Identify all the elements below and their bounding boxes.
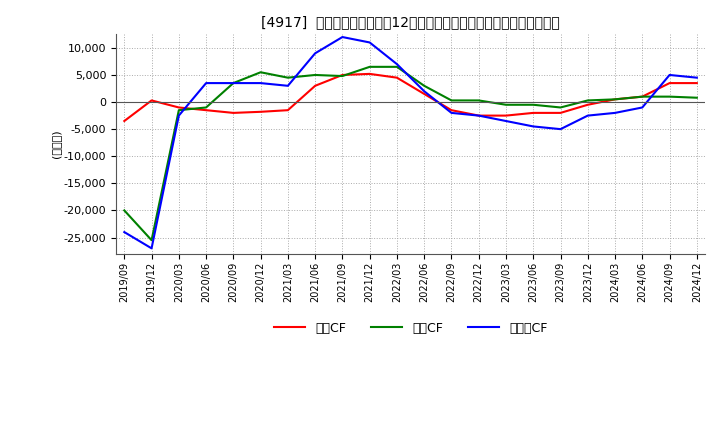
フリーCF (583, 113, 592, 118)
投賃CF (392, 64, 401, 70)
投賃CF (529, 102, 538, 107)
投賃CF (447, 98, 456, 103)
営業CF (284, 107, 292, 113)
フリーCF (174, 113, 183, 118)
投賃CF (174, 107, 183, 113)
営業CF (556, 110, 564, 116)
営業CF (338, 72, 347, 77)
Y-axis label: (百万円): (百万円) (51, 130, 61, 158)
投賃CF (338, 73, 347, 79)
営業CF (583, 102, 592, 107)
フリーCF (284, 83, 292, 88)
投賃CF (556, 105, 564, 110)
投賃CF (693, 95, 701, 100)
フリーCF (365, 40, 374, 45)
営業CF (420, 91, 428, 96)
投賃CF (284, 75, 292, 81)
フリーCF (556, 127, 564, 132)
営業CF (474, 113, 483, 118)
営業CF (665, 81, 674, 86)
投賃CF (474, 98, 483, 103)
フリーCF (529, 124, 538, 129)
投賃CF (120, 208, 129, 213)
フリーCF (665, 72, 674, 77)
フリーCF (502, 118, 510, 124)
営業CF (392, 75, 401, 81)
投賃CF (365, 64, 374, 70)
フリーCF (202, 81, 210, 86)
投賃CF (202, 105, 210, 110)
投賃CF (420, 83, 428, 88)
Line: 投賃CF: 投賃CF (125, 67, 697, 240)
フリーCF (447, 110, 456, 116)
Line: フリーCF: フリーCF (125, 37, 697, 248)
営業CF (174, 105, 183, 110)
営業CF (447, 107, 456, 113)
営業CF (229, 110, 238, 116)
フリーCF (256, 81, 265, 86)
フリーCF (338, 34, 347, 40)
フリーCF (693, 75, 701, 81)
投賃CF (148, 238, 156, 243)
営業CF (311, 83, 320, 88)
Line: 営業CF: 営業CF (125, 74, 697, 121)
フリーCF (229, 81, 238, 86)
投賃CF (611, 97, 619, 102)
投賃CF (229, 81, 238, 86)
Legend: 営業CF, 投賃CF, フリーCF: 営業CF, 投賃CF, フリーCF (269, 317, 552, 340)
Title: [4917]  キャッシュフローの12か月移動合計の対前年同期増減額の推移: [4917] キャッシュフローの12か月移動合計の対前年同期増減額の推移 (261, 15, 560, 29)
フリーCF (474, 113, 483, 118)
営業CF (120, 118, 129, 124)
フリーCF (311, 51, 320, 56)
営業CF (611, 97, 619, 102)
フリーCF (120, 229, 129, 235)
フリーCF (420, 88, 428, 94)
営業CF (202, 107, 210, 113)
投賃CF (502, 102, 510, 107)
フリーCF (611, 110, 619, 116)
投賃CF (311, 72, 320, 77)
営業CF (148, 98, 156, 103)
営業CF (502, 113, 510, 118)
投賃CF (665, 94, 674, 99)
営業CF (638, 94, 647, 99)
投賃CF (583, 98, 592, 103)
投賃CF (638, 94, 647, 99)
フリーCF (148, 246, 156, 251)
営業CF (365, 71, 374, 77)
投賃CF (256, 70, 265, 75)
営業CF (256, 109, 265, 114)
フリーCF (392, 62, 401, 67)
営業CF (529, 110, 538, 116)
営業CF (693, 81, 701, 86)
フリーCF (638, 105, 647, 110)
